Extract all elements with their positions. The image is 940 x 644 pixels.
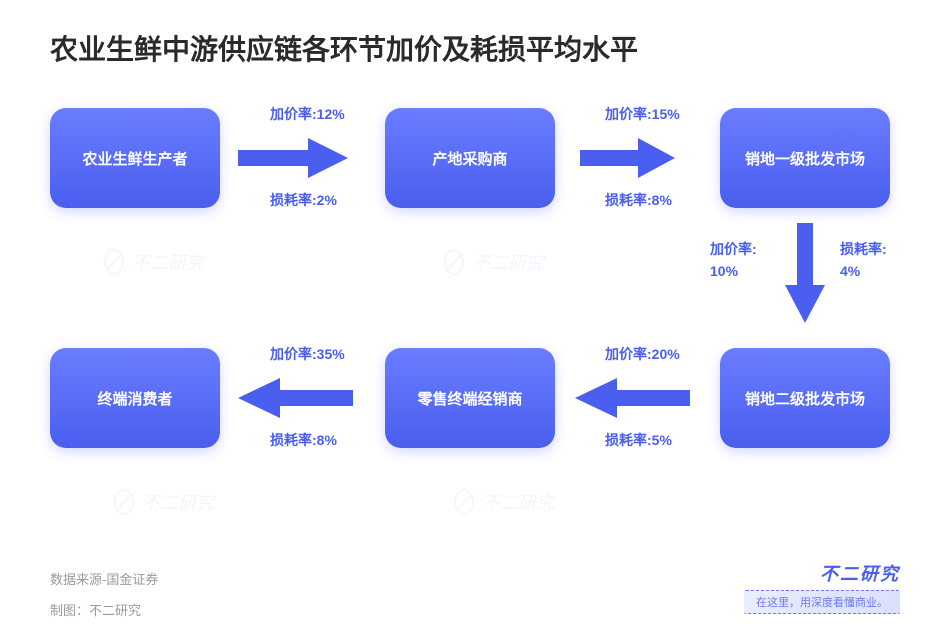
- edge-label-loss: 损耗率:4%: [840, 238, 887, 283]
- brand-tagline: 在这里，用深度看懂商业。: [744, 590, 900, 614]
- node-label: 销地一级批发市场: [745, 148, 865, 169]
- watermark-icon: 不二研究: [450, 488, 554, 516]
- node-label: 农业生鲜生产者: [82, 148, 187, 169]
- chart-maker: 制图：不二研究: [50, 595, 158, 626]
- edge-label-markup: 加价率:10%: [710, 238, 757, 283]
- node-primary-wholesale: 销地一级批发市场: [720, 108, 890, 208]
- page-title: 农业生鲜中游供应链各环节加价及耗损平均水平: [50, 28, 890, 68]
- edge-label-loss: 损耗率:2%: [270, 190, 337, 210]
- edge-label-loss: 损耗率:8%: [605, 190, 672, 210]
- node-retailer: 零售终端经销商: [385, 348, 555, 448]
- node-label: 零售终端经销商: [417, 388, 522, 409]
- node-label: 终端消费者: [97, 388, 172, 409]
- edge-label-loss: 损耗率:8%: [270, 430, 337, 450]
- edge-label-markup: 加价率:15%: [605, 104, 680, 124]
- node-consumer: 终端消费者: [50, 348, 220, 448]
- arrow-left-icon: [238, 378, 353, 418]
- footer: 数据来源-国金证券 制图：不二研究: [50, 564, 158, 626]
- brand-name: 不二研究: [744, 560, 900, 586]
- node-label: 产地采购商: [432, 148, 507, 169]
- edge-label-markup: 加价率:20%: [605, 344, 680, 364]
- watermark-icon: 不二研究: [110, 488, 214, 516]
- edge-label-markup: 加价率:12%: [270, 104, 345, 124]
- arrow-left-icon: [575, 378, 690, 418]
- watermark-icon: 不二研究: [100, 248, 204, 276]
- arrow-right-icon: [238, 138, 348, 178]
- node-origin-buyer: 产地采购商: [385, 108, 555, 208]
- edge-label-loss: 损耗率:5%: [605, 430, 672, 450]
- edge-label-markup: 加价率:35%: [270, 344, 345, 364]
- node-producer: 农业生鲜生产者: [50, 108, 220, 208]
- arrow-down-icon: [785, 223, 825, 323]
- brand-block: 不二研究 在这里，用深度看懂商业。: [744, 560, 900, 614]
- flowchart-canvas: 农业生鲜生产者 产地采购商 销地一级批发市场 终端消费者 零售终端经销商 销地二…: [50, 98, 890, 538]
- node-label: 销地二级批发市场: [745, 388, 865, 409]
- data-source: 数据来源-国金证券: [50, 564, 158, 595]
- arrow-right-icon: [580, 138, 675, 178]
- node-secondary-wholesale: 销地二级批发市场: [720, 348, 890, 448]
- watermark-icon: 不二研究: [440, 248, 544, 276]
